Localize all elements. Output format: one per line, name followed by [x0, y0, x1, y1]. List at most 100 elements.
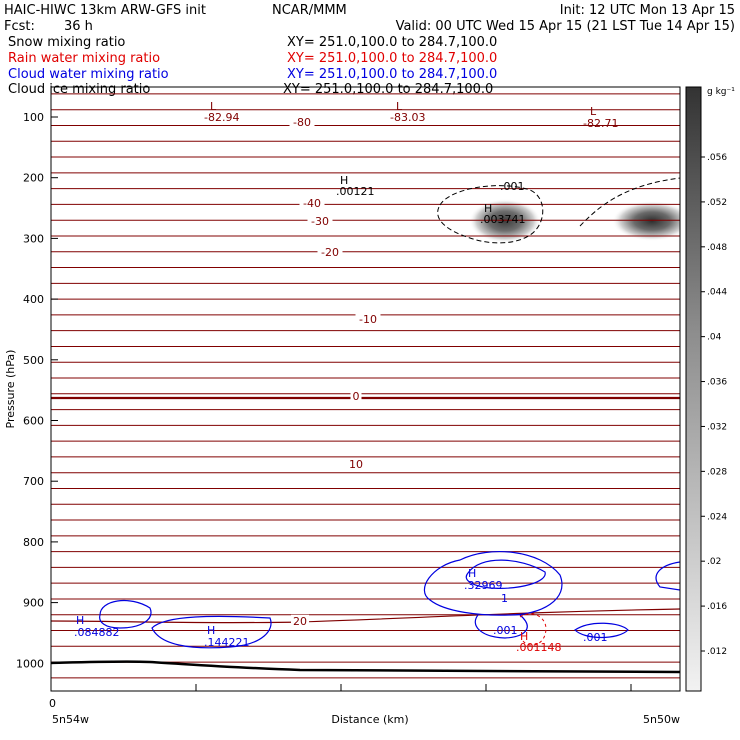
high-marker: H [76, 614, 84, 627]
field-xy-snow: XY= 251.0,100.0 to 284.7,100.0 [287, 35, 497, 50]
low-value: -82.94 [204, 111, 239, 124]
y-tick-label: 900 [23, 597, 44, 610]
colorbar-tick-label: .052 [707, 198, 727, 208]
contour-value: .001 [583, 631, 608, 644]
init-time: Init: 12 UTC Mon 13 Apr 15 [560, 3, 735, 18]
organization: NCAR/MMM [272, 3, 347, 18]
field-xy-rain: XY= 251.0,100.0 to 284.7,100.0 [287, 51, 497, 66]
high-marker: H [484, 202, 492, 215]
y-tick-label: 300 [23, 232, 44, 245]
colorbar-tick-label: .02 [707, 557, 721, 567]
isotherm-label-bg [307, 214, 333, 227]
high-value: .32969 [464, 579, 503, 592]
colorbar-tick-label: .028 [707, 467, 727, 477]
y-tick-label: 1000 [16, 657, 44, 670]
high-value: .00121 [336, 185, 375, 198]
field-name-rain: Rain water mixing ratio [8, 51, 160, 66]
field-name-snow: Snow mixing ratio [8, 35, 125, 50]
high-marker: H [468, 567, 476, 580]
y-tick-label: 200 [23, 172, 44, 185]
field-xy-cloud-water: XY= 251.0,100.0 to 284.7,100.0 [287, 67, 497, 82]
field-xy-cloud-ice: XY= 251.0,100.0 to 284.7,100.0 [283, 82, 493, 97]
forecast-label: Fcst: [4, 19, 35, 34]
colorbar-tick-label: .048 [707, 243, 727, 253]
y-tick-label: 800 [23, 536, 44, 549]
cloud-water-contour [465, 559, 546, 589]
contour-value: .001 [500, 180, 525, 193]
isotherm-label-bg [299, 197, 325, 210]
isotherm-label: -20 [321, 246, 339, 259]
y-tick-label: 500 [23, 354, 44, 367]
colorbar-tick-label: .012 [707, 647, 727, 657]
colorbar-tick-label: .016 [707, 602, 727, 612]
isotherm-label-bg [350, 390, 362, 403]
colorbar-tick-label: .04 [707, 333, 722, 343]
cloud-water-contour [574, 622, 629, 639]
ground-surface-line [51, 660, 680, 674]
isotherm-label: -40 [303, 197, 321, 210]
cloud-water-contour [655, 561, 680, 591]
colorbar: g kg⁻¹ .056.052.048.044.04.036.032.028.0… [685, 86, 735, 692]
low-value: -83.03 [390, 111, 425, 124]
plot-frame [50, 86, 681, 692]
field-name-cloud-water: Cloud water mixing ratio [8, 67, 169, 82]
temperature-isotherms [51, 93, 680, 679]
isotherm-label: 10 [349, 458, 363, 471]
isotherm-label-bg [317, 245, 343, 258]
model-title: HAIC-HIWC 13km ARW-GFS init [4, 3, 206, 18]
isotherm-label-bg [355, 313, 381, 326]
high-value: .084882 [74, 626, 120, 639]
isotherm-20 [51, 608, 680, 624]
ice-shading-blob [469, 199, 541, 243]
colorbar-ramp [685, 86, 702, 692]
isotherm-label-bg [291, 614, 309, 627]
colorbar-ticks: .056 .052 .048 .044 .04 .036 .032 .028 .024 .02 .0… [701, 153, 727, 657]
contour-value: .001 [493, 624, 518, 637]
cloud-water-contour [151, 615, 272, 649]
colorbar-tick-label: .024 [707, 512, 727, 522]
x-left-location: 5n54w [52, 713, 89, 726]
isotherm-label-bg [289, 115, 315, 128]
low-marker: L [396, 100, 403, 113]
y-tick-label: 400 [23, 293, 44, 306]
high-value: .144221 [204, 636, 250, 649]
plot-area: -80 -40 -30 -20 -10 0 10 20 L -82.94 L -83.03 L… [51, 93, 680, 679]
isotherm-label: -80 [293, 116, 311, 129]
high-value: .003741 [480, 213, 526, 226]
high-marker: H [520, 630, 528, 643]
x-axis: 0 5n54w Distance (km) 5n50w [49, 684, 680, 726]
colorbar-tick-label: .044 [707, 288, 727, 298]
x-right-location: 5n50w [643, 713, 680, 726]
low-value: -82.71 [583, 117, 618, 130]
cloud-water-contour [474, 614, 528, 639]
cloud-water-contour [423, 550, 563, 616]
y-axis: 100 200 300 400 500 600 700 800 900 1000 [16, 111, 58, 670]
y-tick-label: 700 [23, 475, 44, 488]
isotherm-labels: -80 -40 -30 -20 -10 0 10 20 [289, 115, 381, 628]
isotherm-label: 0 [353, 390, 360, 403]
isotherm-label: 20 [293, 615, 307, 628]
x-zero-label: 0 [49, 697, 56, 710]
high-marker: H [207, 624, 215, 637]
cloud-water-contour [99, 600, 152, 629]
y-axis-label: Pressure (hPa) [4, 350, 17, 429]
high-marker: H [340, 174, 348, 187]
colorbar-tick-label: .056 [707, 153, 727, 163]
isotherm-label: -10 [359, 313, 377, 326]
isotherm-label-bg [347, 458, 365, 471]
isotherm-label: -30 [311, 215, 329, 228]
forecast-value: 36 h [64, 19, 93, 34]
colorbar-tick-label: .036 [707, 378, 727, 388]
figure-header: HAIC-HIWC 13km ARW-GFS init NCAR/MMM Ini… [4, 3, 735, 97]
field-name-cloud-ice: Cloud ice mixing ratio [8, 82, 150, 97]
extrema-annotations: L -82.94 L -83.03 L -82.71 H .00121 H .0… [74, 100, 618, 654]
contour-value: 1 [501, 592, 508, 605]
low-marker: L [210, 100, 217, 113]
cloud-ice-contour [579, 177, 680, 227]
colorbar-unit: g kg⁻¹ [707, 87, 735, 97]
colorbar-tick-label: .032 [707, 422, 727, 432]
x-axis-label: Distance (km) [331, 713, 408, 726]
valid-time: Valid: 00 UTC Wed 15 Apr 15 (21 LST Tue … [396, 19, 735, 34]
low-marker: L [590, 105, 597, 118]
